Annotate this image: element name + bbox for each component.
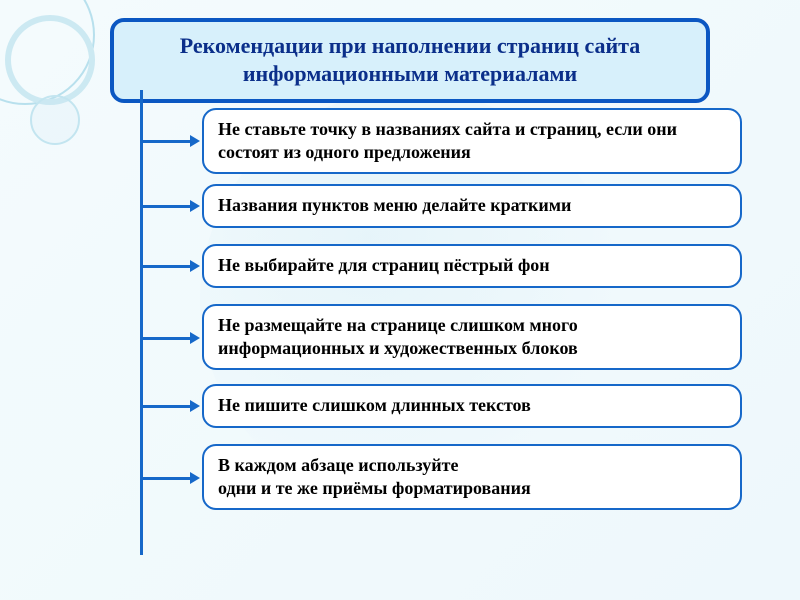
decorative-circle (30, 95, 80, 145)
recommendation-item: В каждом абзаце используйте одни и те же… (202, 444, 742, 510)
item-text: Не ставьте точку в названиях сайта и стр… (218, 119, 677, 162)
arrowhead-icon (190, 200, 200, 212)
recommendation-item: Названия пунктов меню делайте краткими (202, 184, 742, 228)
arrowhead-icon (190, 135, 200, 147)
recommendation-item: Не размещайте на странице слишком много … (202, 304, 742, 370)
recommendation-item: Не пишите слишком длинных текстов (202, 384, 742, 428)
item-text: В каждом абзаце используйте одни и те же… (218, 455, 531, 498)
connector-branch (140, 477, 194, 480)
diagram-root: Рекомендации при наполнении страниц сайт… (0, 0, 800, 600)
recommendation-item: Не ставьте точку в названиях сайта и стр… (202, 108, 742, 174)
arrowhead-icon (190, 400, 200, 412)
arrowhead-icon (190, 332, 200, 344)
item-text: Названия пунктов меню делайте краткими (218, 195, 571, 215)
title-box: Рекомендации при наполнении страниц сайт… (110, 18, 710, 103)
decorative-circle (5, 15, 95, 105)
item-text: Не размещайте на странице слишком много … (218, 315, 578, 358)
item-text: Не выбирайте для страниц пёстрый фон (218, 255, 550, 275)
recommendation-item: Не выбирайте для страниц пёстрый фон (202, 244, 742, 288)
arrowhead-icon (190, 472, 200, 484)
decorative-circle (0, 0, 95, 105)
connector-branch (140, 405, 194, 408)
connector-branch (140, 140, 194, 143)
item-text: Не пишите слишком длинных текстов (218, 395, 531, 415)
connector-branch (140, 337, 194, 340)
connector-branch (140, 265, 194, 268)
connector-trunk (140, 90, 143, 555)
title-text: Рекомендации при наполнении страниц сайт… (180, 33, 641, 86)
connector-branch (140, 205, 194, 208)
arrowhead-icon (190, 260, 200, 272)
